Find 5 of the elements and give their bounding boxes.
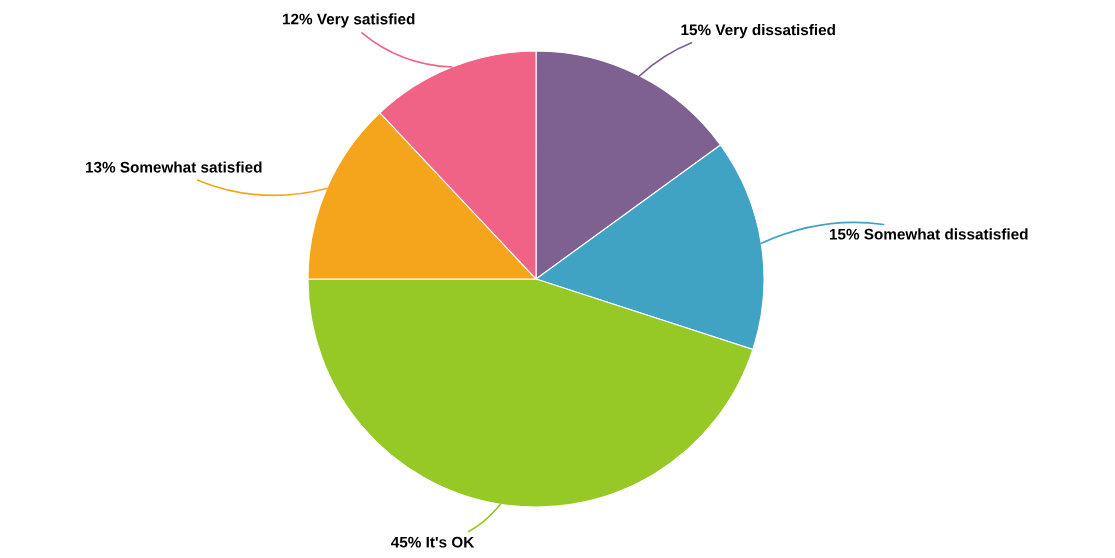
slice-label: 15% Very dissatisfied [681, 24, 835, 39]
slice-label: 45% It's OK [391, 536, 475, 548]
slice-label: 15% Somewhat dissatisfied [829, 228, 1028, 240]
slice-label: 12% Very satisfied [282, 13, 415, 28]
slice-label: 13% Somewhat satisfied [86, 161, 262, 173]
